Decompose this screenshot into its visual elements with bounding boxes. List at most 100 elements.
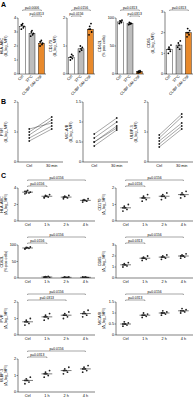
point bbox=[116, 127, 118, 129]
point bbox=[116, 121, 118, 123]
y-tick-label: 3 bbox=[112, 243, 114, 247]
point bbox=[147, 194, 149, 196]
label-line: (Δ_log_MFI) bbox=[4, 193, 8, 215]
x-tick-label: Ctrl bbox=[66, 74, 73, 81]
point bbox=[170, 44, 172, 46]
y-tick-label: 0 bbox=[14, 276, 16, 280]
point bbox=[145, 258, 147, 260]
marks bbox=[69, 23, 94, 74]
point bbox=[93, 133, 95, 135]
chart: CD85(Δ_log_MFI)0123Ctrl1 h2 h4 hp=0.0313… bbox=[98, 233, 193, 284]
point bbox=[68, 311, 70, 313]
p-value: p=0.0156 bbox=[49, 347, 63, 351]
point bbox=[83, 311, 85, 313]
label-line: MICA/B bbox=[98, 311, 102, 325]
mean-line bbox=[159, 196, 170, 197]
label-line: CD62L bbox=[98, 40, 102, 52]
point bbox=[49, 276, 51, 278]
bar bbox=[38, 43, 44, 74]
mean-line bbox=[41, 196, 52, 197]
y-tick-label: 0.5 bbox=[76, 140, 81, 144]
x-tick-label: 30 min bbox=[46, 164, 57, 168]
point bbox=[63, 318, 65, 320]
point bbox=[179, 48, 181, 50]
x-tick-label: 1 h bbox=[142, 337, 147, 341]
y-tick-label: 50 bbox=[12, 260, 16, 264]
y-tick-label: 0 bbox=[112, 72, 114, 76]
point bbox=[90, 23, 92, 25]
point bbox=[28, 128, 30, 130]
point bbox=[28, 323, 30, 325]
y-tick-label: 2 bbox=[14, 300, 16, 304]
point bbox=[64, 276, 66, 278]
point bbox=[168, 46, 170, 48]
p-value: p=0.0156 bbox=[30, 239, 44, 243]
x-tick-label: 4 h bbox=[83, 280, 88, 284]
y-tick bbox=[17, 245, 19, 246]
point bbox=[181, 255, 183, 257]
marks bbox=[120, 308, 189, 327]
point bbox=[47, 318, 49, 320]
pair-line bbox=[29, 129, 52, 141]
mean-line bbox=[22, 247, 33, 248]
point bbox=[63, 373, 65, 375]
point bbox=[162, 195, 164, 197]
y-tick-label: 2 bbox=[112, 186, 114, 190]
y-tick bbox=[17, 204, 19, 205]
marks bbox=[20, 23, 45, 74]
y-tick bbox=[115, 278, 117, 279]
point bbox=[123, 264, 125, 266]
y-tick bbox=[164, 74, 166, 75]
x-tick-label: 4 h bbox=[83, 394, 88, 398]
x-tick-label: CL/BF GM-CSF bbox=[168, 74, 190, 96]
point bbox=[70, 56, 72, 58]
mean-line bbox=[178, 194, 189, 195]
x-tick-label: CL/BF GM-CSF bbox=[21, 74, 43, 96]
y-tick bbox=[82, 102, 84, 103]
mean-line bbox=[61, 315, 72, 316]
point bbox=[67, 197, 69, 199]
point bbox=[87, 309, 89, 311]
label-line: ULBP-3 bbox=[130, 125, 134, 138]
x-tick-label: 2 h bbox=[161, 223, 166, 227]
x-tick-label: 2 h bbox=[63, 280, 68, 284]
y-tick-label: 1 bbox=[14, 317, 16, 321]
y-tick bbox=[115, 302, 117, 303]
p-value: p=0.0156 bbox=[147, 290, 161, 294]
label-line: MIC-A/B bbox=[65, 124, 69, 139]
point bbox=[167, 48, 169, 50]
label-line: CD170 bbox=[98, 199, 102, 211]
y-tick-label: 1 bbox=[112, 265, 114, 269]
x-tick-label: Ctrl bbox=[115, 74, 122, 81]
point bbox=[166, 192, 168, 194]
point bbox=[45, 276, 47, 278]
y-tick bbox=[17, 132, 19, 133]
pair-line bbox=[94, 126, 117, 142]
label-line: (Δ_log_MFI) bbox=[69, 121, 73, 143]
y-tick-label: 1 bbox=[14, 374, 16, 378]
point bbox=[158, 146, 160, 148]
point bbox=[181, 192, 183, 194]
x-tick-label: 4 h bbox=[83, 223, 88, 227]
point bbox=[158, 143, 160, 145]
point bbox=[43, 197, 45, 199]
point bbox=[28, 137, 30, 139]
point bbox=[68, 195, 70, 197]
point bbox=[180, 312, 182, 314]
p-value: p=0.0313 bbox=[40, 296, 54, 300]
point bbox=[89, 26, 91, 28]
y-tick-label: 0 bbox=[161, 72, 163, 76]
point bbox=[31, 30, 33, 32]
point bbox=[24, 324, 26, 326]
y-tick bbox=[115, 188, 117, 189]
y-tick bbox=[17, 392, 19, 393]
mean-line bbox=[120, 207, 131, 208]
pair-line bbox=[94, 130, 117, 146]
y-axis-label: CD62L(% pos cells) bbox=[98, 34, 106, 56]
chart: PVR(Δ_log_MFI)012Ctrl30 min bbox=[0, 100, 63, 168]
point bbox=[177, 46, 179, 48]
label-line: (Δ_log_MFI) bbox=[102, 307, 106, 329]
y-axis bbox=[18, 18, 19, 74]
p-value: p=0.0313 bbox=[172, 6, 186, 10]
pair-line bbox=[94, 118, 117, 134]
